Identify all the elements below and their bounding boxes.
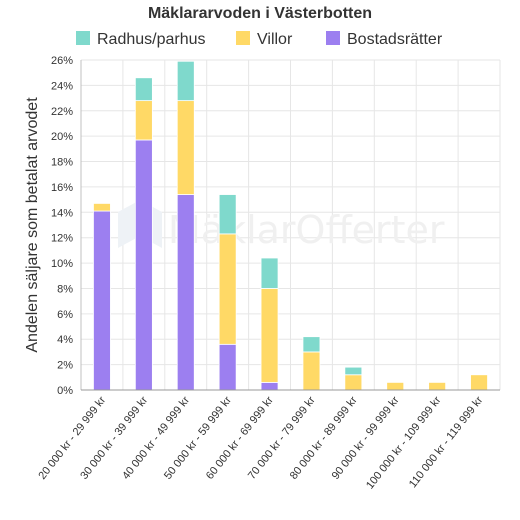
legend-label: Radhus/parhus	[97, 31, 206, 48]
x-tick-label: 110 000 kr - 119 999 kr	[407, 394, 486, 490]
bar-segment	[260, 288, 279, 383]
bar-segment	[93, 203, 111, 212]
x-tick-label: 100 000 kr - 109 999 kr	[364, 394, 444, 491]
y-tick-label: 6%	[57, 309, 73, 321]
bar-segment	[134, 100, 153, 141]
y-tick-label: 24%	[51, 80, 73, 92]
bar-segment	[218, 343, 237, 391]
y-axis-title: Andelen säljare som betalat arvodet	[24, 97, 41, 353]
bar-segment	[302, 351, 321, 391]
watermark-logo: MäklarOfferter	[118, 200, 445, 252]
legend-label: Villor	[257, 31, 293, 48]
bar-segment	[218, 194, 237, 235]
y-tick-label: 2%	[57, 360, 73, 372]
bar-segment	[176, 60, 195, 102]
bar-segment	[344, 374, 363, 391]
legend-swatch	[76, 31, 90, 45]
bar-segment	[134, 139, 153, 391]
bar-segment	[386, 381, 405, 391]
legend-label: Bostadsrätter	[347, 31, 443, 48]
y-tick-label: 4%	[57, 334, 73, 346]
y-tick-label: 18%	[51, 157, 73, 169]
y-tick-label: 14%	[51, 207, 73, 219]
y-tick-label: 22%	[51, 106, 73, 118]
bar-segment	[302, 336, 321, 353]
bar-segment	[344, 366, 363, 376]
bar-segment	[218, 233, 237, 345]
bar-segment	[134, 77, 153, 102]
y-tick-label: 20%	[51, 131, 73, 143]
bar-segment	[428, 381, 447, 391]
bar-segment	[176, 194, 195, 391]
y-tick-label: 12%	[51, 233, 73, 245]
y-tick-label: 10%	[51, 258, 73, 270]
y-tick-label: 0%	[57, 385, 73, 397]
watermark-text: MäklarOfferter	[168, 208, 445, 252]
chart-title: Mäklararvoden i Västerbotten	[148, 5, 372, 22]
bar-segment	[176, 100, 195, 195]
bar-segment	[470, 374, 488, 391]
legend-swatch	[236, 31, 250, 45]
bar-segment	[260, 257, 279, 289]
y-tick-label: 8%	[57, 283, 73, 295]
legend-swatch	[326, 31, 340, 45]
y-tick-label: 26%	[51, 55, 73, 67]
bar-segment	[93, 210, 111, 391]
y-tick-label: 16%	[51, 182, 73, 194]
bar-segment	[260, 381, 279, 391]
